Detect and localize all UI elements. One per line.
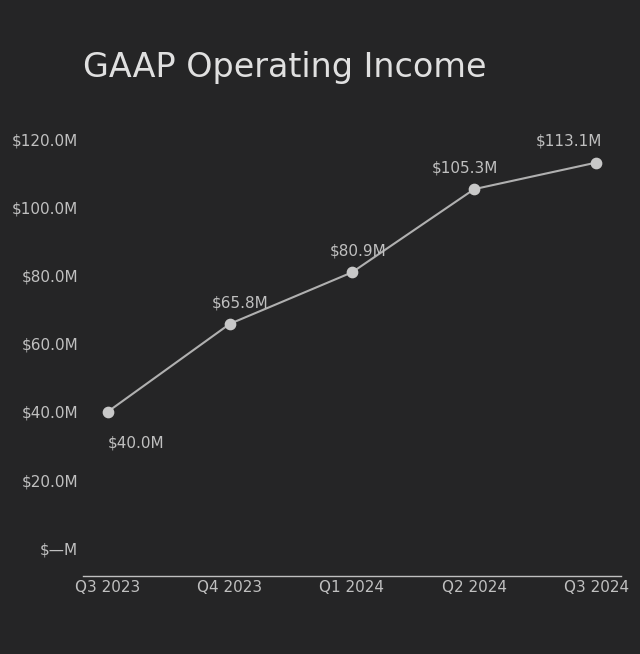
Text: $113.1M: $113.1M <box>536 134 602 149</box>
Point <box>102 407 113 417</box>
Text: GAAP Operating Income: GAAP Operating Income <box>83 51 486 84</box>
Point <box>347 267 357 277</box>
Point <box>225 318 235 329</box>
Text: $65.8M: $65.8M <box>211 295 268 310</box>
Text: $80.9M: $80.9M <box>330 244 387 259</box>
Text: $105.3M: $105.3M <box>431 160 498 175</box>
Text: $40.0M: $40.0M <box>108 436 164 451</box>
Point <box>469 184 479 194</box>
Point <box>591 158 602 168</box>
